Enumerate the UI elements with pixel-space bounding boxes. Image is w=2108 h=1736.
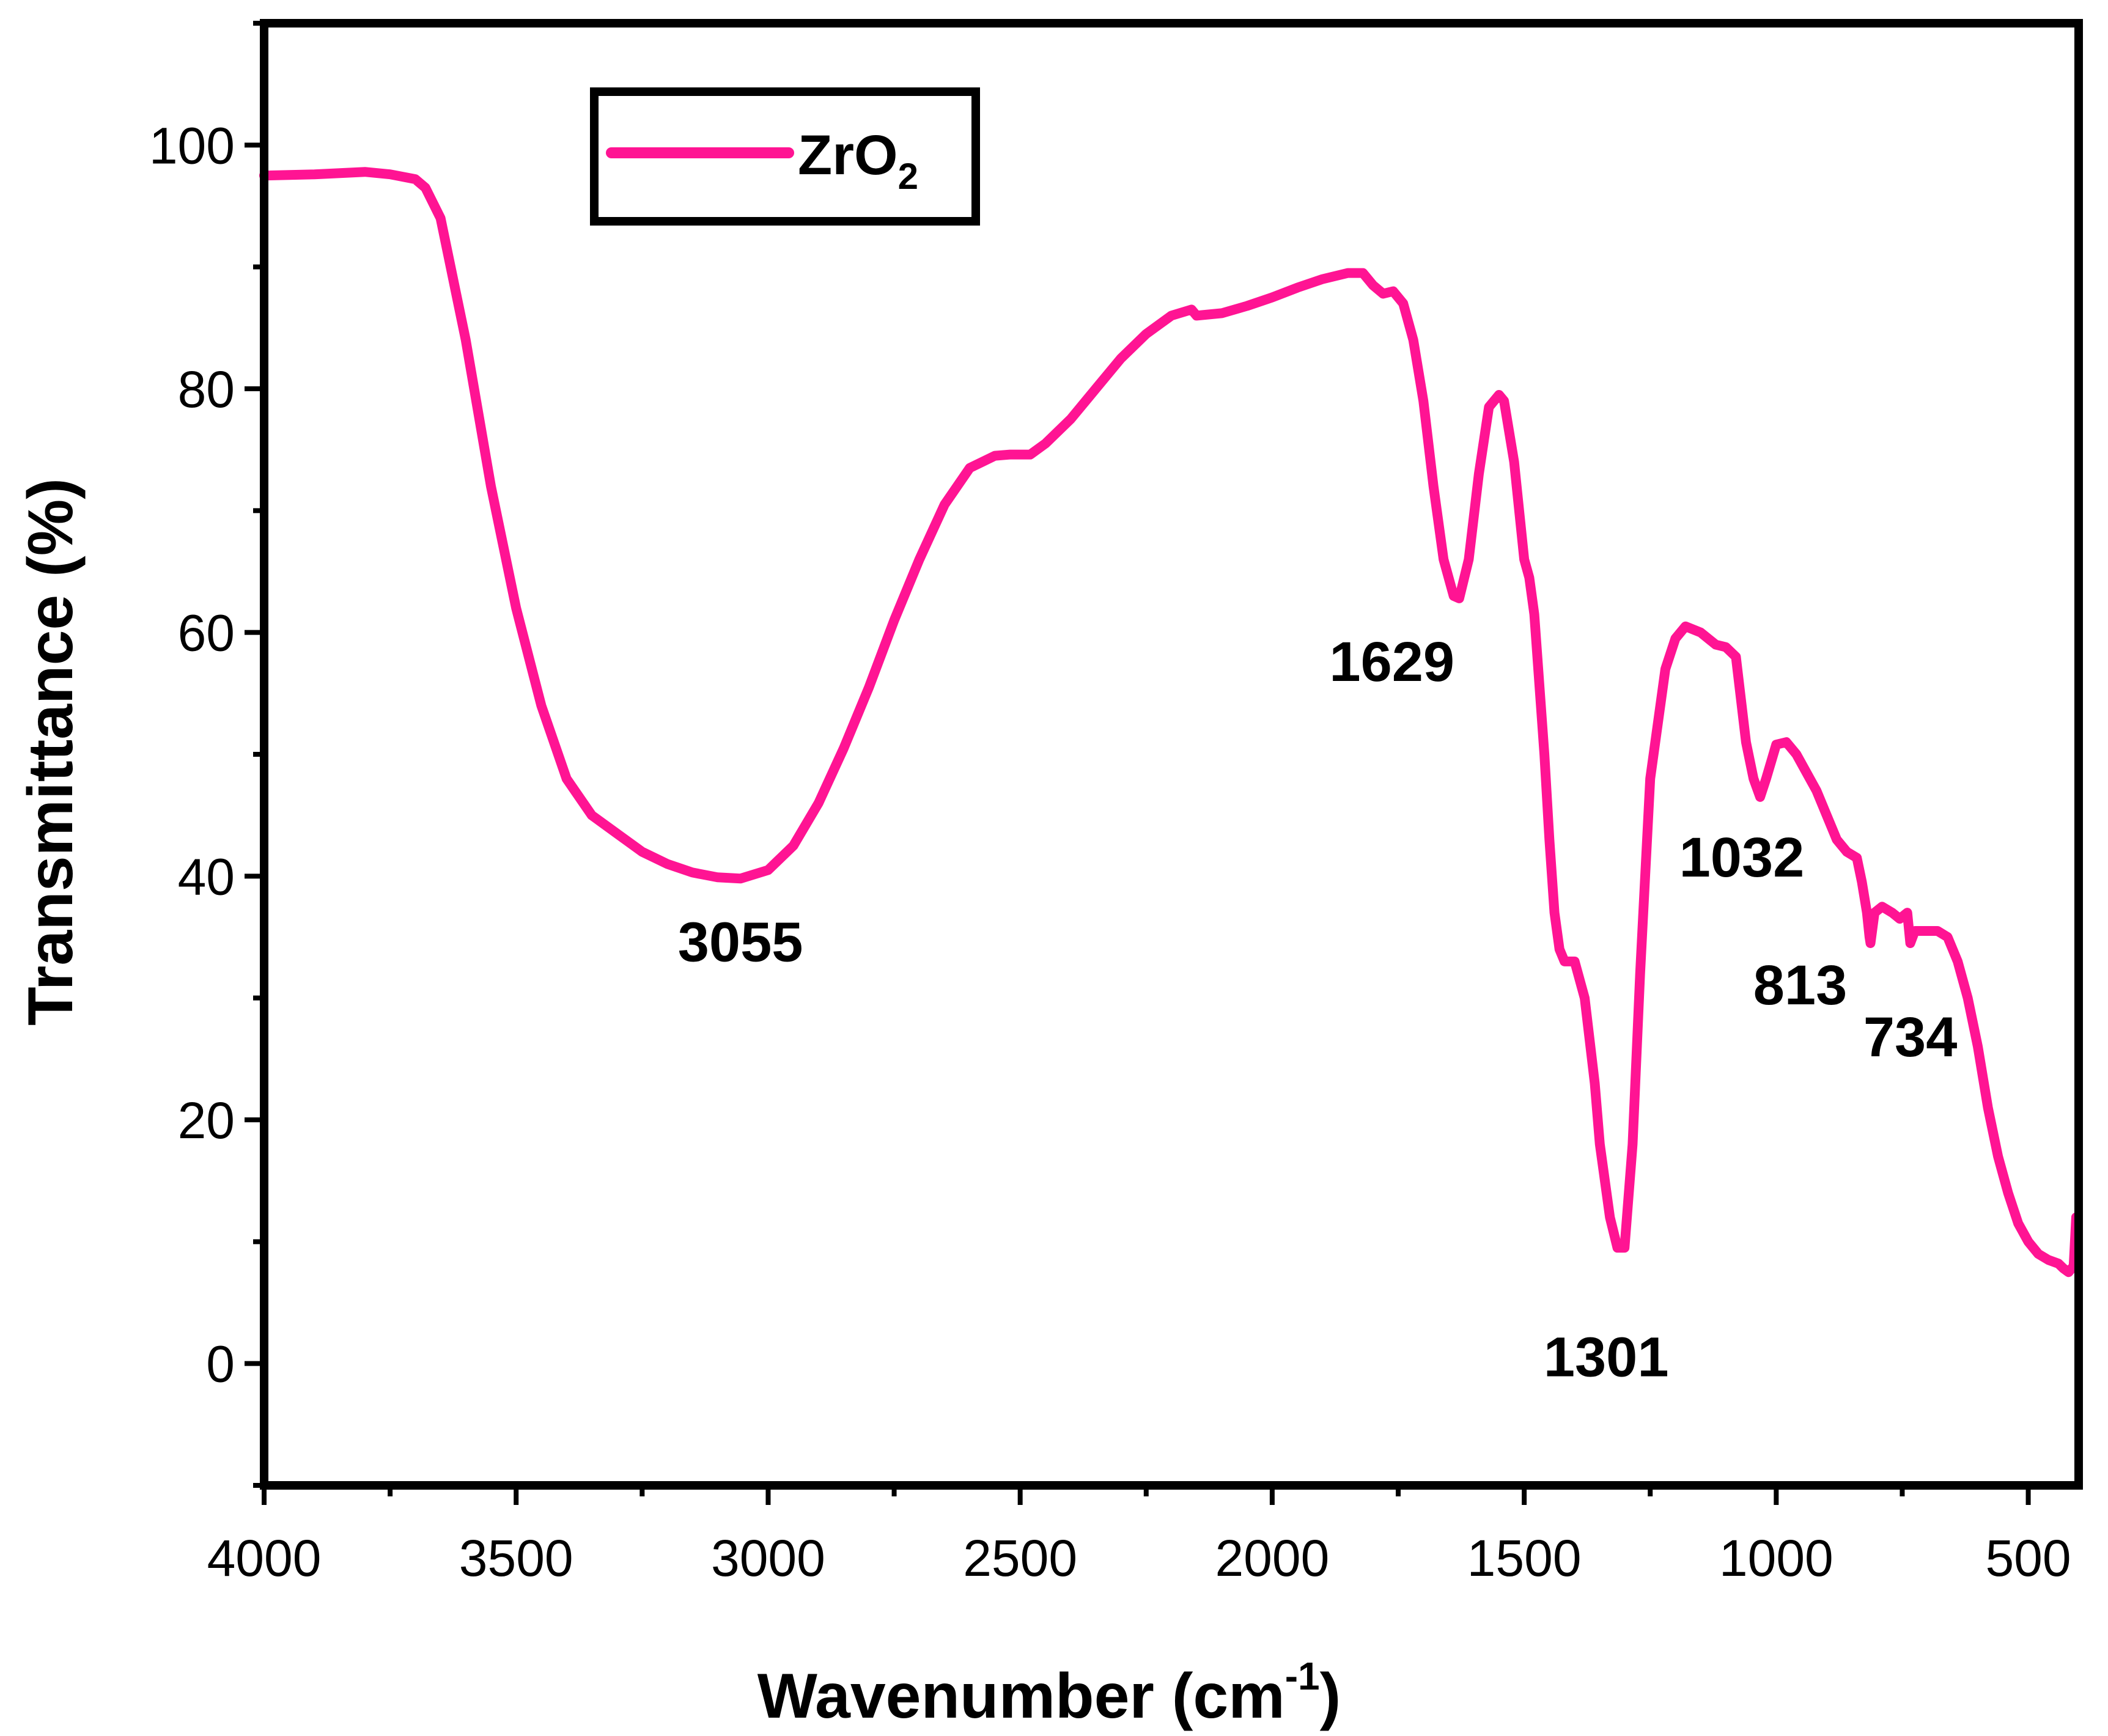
peak-label: 734 (1863, 1006, 1958, 1068)
x-axis-title: Wavenumber (cm-1) (757, 1654, 1341, 1732)
peak-label: 1301 (1544, 1326, 1669, 1388)
legend-label: ZrO2 (798, 124, 918, 197)
legend-label-subscript: 2 (898, 156, 918, 197)
x-tick-label: 500 (1985, 1529, 2071, 1587)
x-axis: 4000 3500 3000 2500 2000 1500 1000 500 (207, 1485, 2071, 1587)
y-tick-label: 60 (178, 605, 235, 662)
peak-label: 813 (1753, 954, 1848, 1017)
x-tick-label: 3000 (711, 1529, 825, 1587)
x-axis-title-close: ) (1320, 1661, 1341, 1732)
x-axis-title-main: Wavenumber (cm (757, 1661, 1285, 1732)
peak-label: 1629 (1329, 631, 1454, 693)
legend: ZrO2 (590, 87, 980, 226)
y-tick-label: 100 (149, 117, 235, 174)
peak-label: 1032 (1679, 826, 1805, 889)
series-line-zro2 (259, 167, 2081, 1278)
x-axis-title-superscript: -1 (1285, 1654, 1320, 1698)
y-axis-title: Transmittance (%) (15, 478, 86, 1026)
y-tick-label: 40 (178, 848, 235, 905)
y-axis: 0 20 40 60 80 100 (149, 21, 264, 1488)
legend-label-main: ZrO (798, 124, 898, 186)
y-tick-label: 20 (178, 1092, 235, 1149)
y-tick-label: 0 (206, 1336, 235, 1393)
peak-label: 3055 (678, 911, 803, 973)
x-tick-label: 2500 (963, 1529, 1077, 1587)
x-tick-label: 2000 (1215, 1529, 1329, 1587)
x-tick-label: 3500 (459, 1529, 573, 1587)
x-tick-label: 4000 (207, 1529, 322, 1587)
y-tick-label: 80 (178, 361, 235, 418)
plot-frame (260, 19, 2083, 1490)
x-tick-label: 1000 (1719, 1529, 1833, 1587)
x-tick-label: 1500 (1467, 1529, 1582, 1587)
